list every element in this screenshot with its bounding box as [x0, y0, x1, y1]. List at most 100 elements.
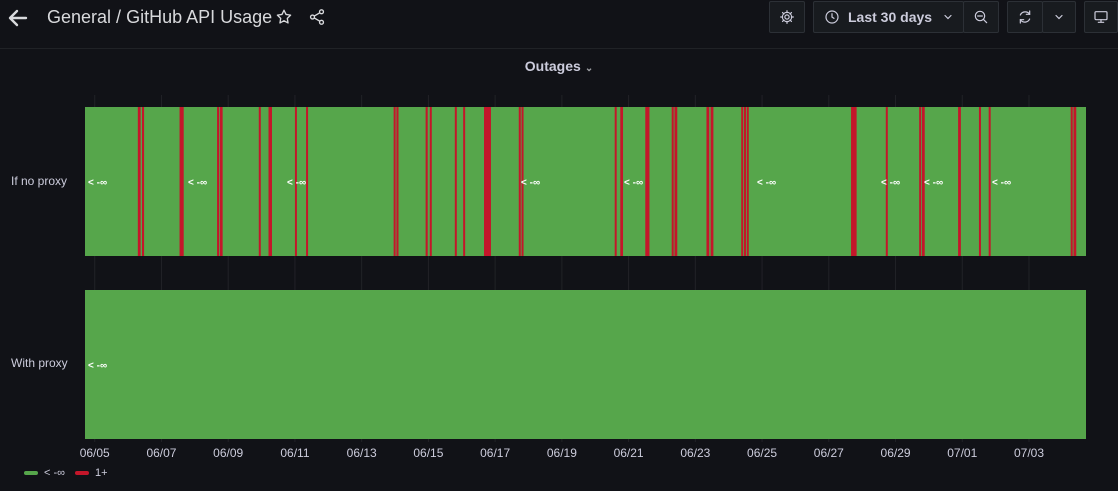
state-bar-outage — [425, 107, 428, 256]
x-tick-label: 06/07 — [146, 446, 176, 460]
state-bar-outage — [885, 107, 888, 256]
dashboard-settings-button[interactable] — [769, 1, 805, 33]
legend-label-outage: 1+ — [95, 467, 108, 479]
state-bar-outage — [306, 107, 309, 256]
state-bar-outage — [1073, 107, 1077, 256]
x-tick-label: 07/03 — [1014, 446, 1044, 460]
state-bar-outage — [614, 107, 617, 256]
state-bar-outage — [958, 107, 961, 256]
legend-item-outage[interactable]: 1+ — [75, 467, 108, 479]
state-value-label: < -∞ — [881, 178, 900, 189]
legend-swatch-outage — [75, 471, 89, 475]
legend: < -∞ 1+ — [24, 466, 118, 480]
x-tick-label: 06/13 — [347, 446, 377, 460]
zoom-out-icon — [974, 10, 988, 24]
state-bar-outage — [268, 107, 272, 256]
state-value-label: < -∞ — [88, 361, 107, 372]
state-bar-outage — [219, 107, 223, 256]
gear-icon — [780, 10, 794, 24]
state-bar-outage — [671, 107, 674, 256]
state-bar-outage — [851, 107, 857, 256]
state-bar-outage — [137, 107, 141, 256]
x-tick-label: 06/27 — [814, 446, 844, 460]
refresh-interval-dropdown[interactable] — [1042, 1, 1076, 33]
state-bar-outage — [645, 107, 650, 256]
legend-label-ok: < -∞ — [44, 467, 65, 479]
x-tick-label: 06/21 — [614, 446, 644, 460]
legend-swatch-ok — [24, 471, 38, 475]
breadcrumb-separator: / — [111, 7, 127, 27]
star-icon[interactable] — [275, 8, 293, 26]
state-bar-outage — [393, 107, 396, 256]
refresh-icon — [1019, 10, 1031, 24]
row-label-with-proxy: With proxy — [11, 356, 68, 370]
state-bar-outage — [463, 107, 466, 256]
state-bar-outage — [454, 107, 457, 256]
state-bar-outage — [217, 107, 220, 256]
state-bar-ok — [85, 290, 1086, 439]
state-bar-outage — [258, 107, 261, 256]
state-bar-outage — [988, 107, 991, 256]
breadcrumb-folder[interactable]: General — [47, 7, 112, 27]
state-bar-outage — [484, 107, 491, 256]
chevron-down-icon: ⌄ — [584, 63, 594, 74]
state-value-label: < -∞ — [88, 178, 107, 189]
state-bar-outage — [180, 107, 184, 256]
x-tick-label: 06/05 — [80, 446, 110, 460]
state-bar-outage — [179, 107, 182, 256]
state-value-label: < -∞ — [992, 178, 1011, 189]
state-bar-outage — [921, 107, 925, 256]
x-tick-label: 06/15 — [413, 446, 443, 460]
state-bar-outage — [674, 107, 678, 256]
legend-item-ok[interactable]: < -∞ — [24, 467, 65, 479]
row-label-no-proxy: If no proxy — [11, 174, 68, 188]
state-value-label: < -∞ — [624, 178, 643, 189]
state-bar-outage — [743, 107, 746, 256]
state-bar-outage — [978, 107, 981, 256]
state-bar-outage — [706, 107, 710, 256]
zoom-out-button[interactable] — [963, 1, 999, 33]
time-range-picker[interactable]: Last 30 days — [813, 1, 964, 33]
x-tick-label: 06/19 — [547, 446, 577, 460]
tv-monitor-icon — [1094, 11, 1108, 23]
state-bar-outage — [620, 107, 624, 256]
state-value-label: < -∞ — [188, 178, 207, 189]
x-tick-label: 06/09 — [213, 446, 243, 460]
x-tick-label: 06/25 — [747, 446, 777, 460]
share-icon[interactable] — [308, 8, 326, 26]
state-bar-outage — [142, 107, 145, 256]
refresh-button[interactable] — [1007, 1, 1043, 33]
x-tick-label: 06/11 — [280, 446, 309, 460]
clock-icon — [825, 10, 839, 24]
breadcrumb-dashboard-title[interactable]: GitHub API Usage — [126, 7, 273, 27]
state-value-label: < -∞ — [757, 178, 776, 189]
state-value-label: < -∞ — [521, 178, 540, 189]
panel-title-text: Outages — [524, 58, 581, 74]
state-bar-outage — [294, 107, 297, 256]
state-bar-outage — [396, 107, 399, 256]
x-tick-label: 06/29 — [881, 446, 911, 460]
dashboard-header: General / GitHub API Usage Last 30 days — [0, 0, 1118, 36]
state-value-label: < -∞ — [287, 178, 306, 189]
panel-title[interactable]: Outages ⌄ — [0, 58, 1118, 74]
x-tick-label: 07/01 — [947, 446, 977, 460]
back-arrow-icon[interactable] — [6, 6, 30, 30]
state-bar-outage — [1070, 107, 1073, 256]
state-bar-outage — [710, 107, 714, 256]
state-bar-outage — [746, 107, 749, 256]
x-tick-label: 06/17 — [480, 446, 510, 460]
chevron-down-icon — [944, 14, 952, 20]
state-bar-outage — [518, 107, 521, 256]
chevron-down-icon — [1055, 14, 1063, 20]
x-tick-label: 06/23 — [680, 446, 710, 460]
time-range-label: Last 30 days — [848, 9, 933, 25]
state-bar-outage — [741, 107, 744, 256]
state-value-label: < -∞ — [924, 178, 943, 189]
state-timeline-chart: < -∞ < -∞ < -∞ < -∞ < -∞ < -∞ < -∞ < -∞ < -∞ < -∞… — [80, 95, 1086, 460]
breadcrumb: General / GitHub API Usage — [47, 7, 272, 28]
state-bar-outage — [919, 107, 922, 256]
state-bar-outage — [521, 107, 524, 256]
view-mode-button[interactable] — [1084, 1, 1118, 33]
state-bar-outage — [429, 107, 432, 256]
header-divider — [0, 48, 1118, 49]
